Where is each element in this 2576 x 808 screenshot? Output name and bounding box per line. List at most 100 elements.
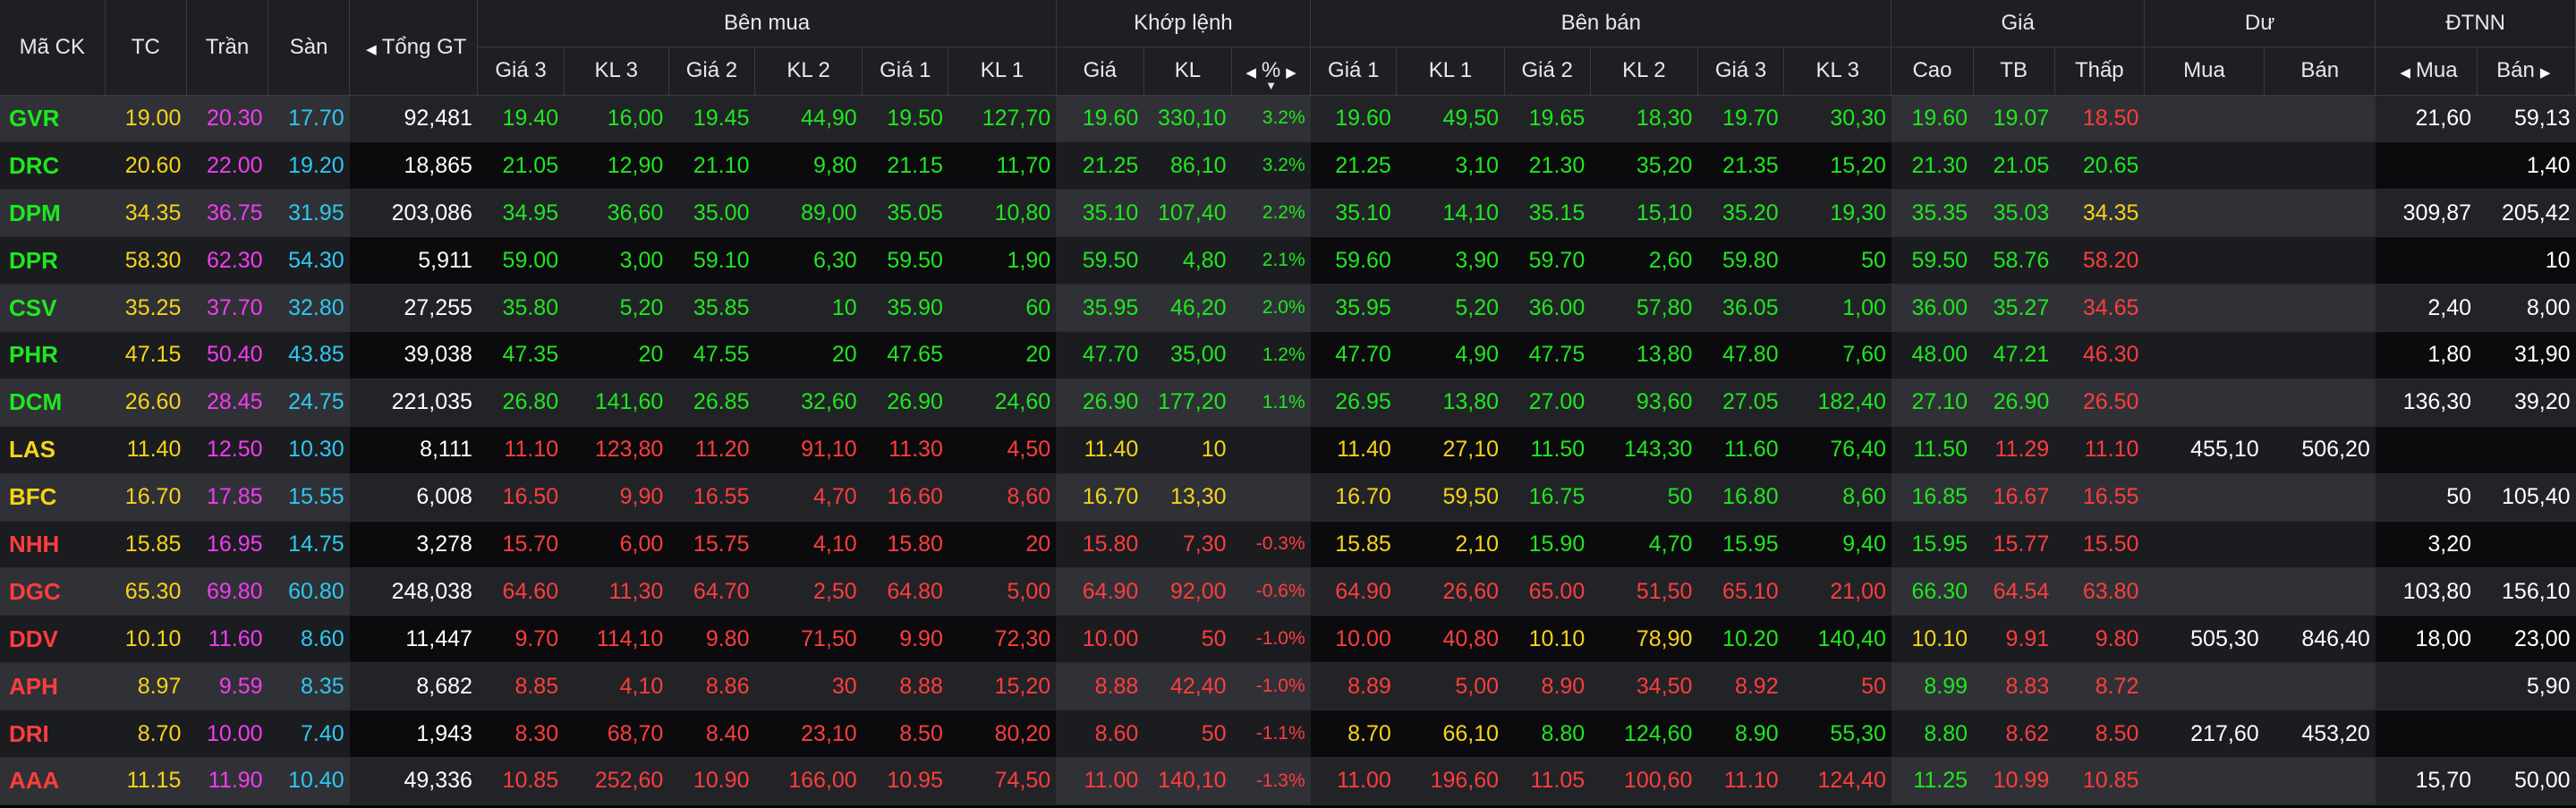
cell-symbol[interactable]: AAA bbox=[0, 757, 106, 805]
cell-symbol[interactable]: APH bbox=[0, 662, 106, 711]
cell-tran: 69.80 bbox=[186, 567, 268, 617]
col-khop-kl-header[interactable]: KL bbox=[1143, 47, 1233, 96]
cell-symbol[interactable]: DDV bbox=[0, 615, 106, 664]
col-mua-gia3-header[interactable]: Giá 3 bbox=[477, 47, 565, 96]
table-row[interactable]: DRC 20.60 22.00 19.20 18,865 21.05 12,90 21.10 9… bbox=[0, 141, 2576, 191]
cell-symbol[interactable]: DRC bbox=[0, 141, 106, 191]
col-khop-gia-header[interactable]: Giá bbox=[1056, 47, 1144, 96]
cell-symbol[interactable]: GVR bbox=[0, 95, 106, 143]
table-row[interactable]: CSV 35.25 37.70 32.80 27,255 35.80 5,20 35.85 10… bbox=[0, 284, 2576, 332]
table-row[interactable]: DRI 8.70 10.00 7.40 1,943 8.30 68,70 8.40 23,10 8… bbox=[0, 710, 2576, 758]
cell-ban-gia3: 10.20 bbox=[1697, 615, 1784, 664]
col-san-header[interactable]: Sàn bbox=[268, 0, 351, 96]
caret-left-icon[interactable]: ◀ bbox=[366, 41, 377, 57]
cell-symbol[interactable]: DGC bbox=[0, 567, 106, 617]
table-row[interactable]: LAS 11.40 12.50 10.30 8,111 11.10 123,80 11.20 9… bbox=[0, 426, 2576, 474]
col-ban-kl3-header[interactable]: KL 3 bbox=[1783, 47, 1892, 96]
table-row[interactable]: NHH 15.85 16.95 14.75 3,278 15.70 6,00 15.75 4,1… bbox=[0, 521, 2576, 569]
cell-symbol[interactable]: CSV bbox=[0, 284, 106, 332]
col-tong-gt-header[interactable]: ◀ Tổng GT bbox=[349, 0, 479, 96]
col-du-mua-header[interactable]: Mua bbox=[2144, 47, 2266, 96]
cell-ban-kl2: 18,30 bbox=[1590, 95, 1698, 143]
cell-thap: 8.50 bbox=[2054, 710, 2145, 758]
col-tb-header[interactable]: TB bbox=[1973, 47, 2055, 96]
cell-nn-mua bbox=[2375, 662, 2478, 711]
cell-ban-kl2: 4,70 bbox=[1590, 521, 1698, 569]
caret-left-icon[interactable]: ◀ bbox=[1245, 65, 1256, 81]
table-row[interactable]: DGC 65.30 69.80 60.80 248,038 64.60 11,30 64.70… bbox=[0, 567, 2576, 617]
table-row[interactable]: AAA 11.15 11.90 10.40 49,336 10.85 252,60 10.90… bbox=[0, 757, 2576, 805]
cell-mua-kl3: 36,60 bbox=[564, 189, 669, 238]
cell-symbol[interactable]: DPM bbox=[0, 189, 106, 238]
cell-khop-gia: 35.95 bbox=[1056, 284, 1144, 332]
col-tc-header[interactable]: TC bbox=[105, 0, 187, 96]
caret-left-icon[interactable]: ◀ bbox=[2400, 65, 2410, 81]
col-ban-kl2-header[interactable]: KL 2 bbox=[1590, 47, 1698, 96]
cell-symbol[interactable]: LAS bbox=[0, 426, 106, 474]
cell-symbol[interactable]: BFC bbox=[0, 473, 106, 522]
cell-ban-kl2: 50 bbox=[1590, 473, 1698, 522]
col-mua-kl2-header[interactable]: KL 2 bbox=[754, 47, 863, 96]
cell-ban-gia3: 36.05 bbox=[1697, 284, 1784, 332]
col-ban-gia1-header[interactable]: Giá 1 bbox=[1310, 47, 1398, 96]
table-row[interactable]: DPM 34.35 36.75 31.95 203,086 34.95 36,60 35.00… bbox=[0, 189, 2576, 238]
table-row[interactable]: APH 8.97 9.59 8.35 8,682 8.85 4,10 8.86 30 8.88 15… bbox=[0, 662, 2576, 711]
cell-san: 15.55 bbox=[268, 473, 350, 522]
col-mua-gia1-header[interactable]: Giá 1 bbox=[862, 47, 949, 96]
col-ban-kl1-header[interactable]: KL 1 bbox=[1396, 47, 1505, 96]
cell-san: 24.75 bbox=[268, 378, 350, 427]
col-mua-kl3-header[interactable]: KL 3 bbox=[564, 47, 669, 96]
cell-mua-kl2: 9,80 bbox=[754, 141, 863, 191]
cell-ban-kl3: 76,40 bbox=[1783, 426, 1892, 474]
col-tran-header[interactable]: Trần bbox=[186, 0, 269, 96]
cell-nn-ban: 39,20 bbox=[2477, 378, 2576, 427]
col-ban-gia3-header[interactable]: Giá 3 bbox=[1697, 47, 1785, 96]
cell-symbol[interactable]: NHH bbox=[0, 521, 106, 569]
caret-right-icon[interactable]: ▶ bbox=[1286, 65, 1297, 81]
cell-ban-gia1: 10.00 bbox=[1310, 615, 1397, 664]
cell-mua-gia3: 26.80 bbox=[477, 378, 565, 427]
table-row[interactable]: DPR 58.30 62.30 54.30 5,911 59.00 3,00 59.10 6,3… bbox=[0, 236, 2576, 285]
cell-thap: 9.80 bbox=[2054, 615, 2145, 664]
cell-symbol[interactable]: PHR bbox=[0, 331, 106, 379]
cell-symbol[interactable]: DPR bbox=[0, 236, 106, 285]
cell-mua-gia1: 59.50 bbox=[862, 236, 948, 285]
cell-ban-gia1: 11.40 bbox=[1310, 426, 1397, 474]
cell-khop-kl: 86,10 bbox=[1143, 141, 1232, 191]
cell-nn-mua: 50 bbox=[2375, 473, 2478, 522]
cell-mua-gia1: 21.15 bbox=[862, 141, 948, 191]
col-nn-mua-header[interactable]: ◀ Mua bbox=[2375, 47, 2478, 96]
sort-down-icon[interactable]: ▼ bbox=[1265, 78, 1278, 92]
caret-right-icon[interactable]: ▶ bbox=[2539, 65, 2551, 81]
cell-symbol[interactable]: DCM bbox=[0, 378, 106, 427]
table-row[interactable]: PHR 47.15 50.40 43.85 39,038 47.35 20 47.55 20 47… bbox=[0, 331, 2576, 379]
col-thap-header[interactable]: Thấp bbox=[2054, 47, 2145, 96]
cell-mua-kl3: 114,10 bbox=[564, 615, 669, 664]
col-ban-gia2-header[interactable]: Giá 2 bbox=[1504, 47, 1591, 96]
cell-ban-gia2: 65.00 bbox=[1504, 567, 1591, 617]
col-mua-kl1-header[interactable]: KL 1 bbox=[948, 47, 1057, 96]
cell-mua-gia1: 19.50 bbox=[862, 95, 948, 143]
col-pct-header[interactable]: ◀% ▶ ▼ bbox=[1231, 47, 1312, 96]
cell-ban-gia3: 35.20 bbox=[1697, 189, 1784, 238]
cell-san: 32.80 bbox=[268, 284, 350, 332]
cell-nn-ban: 205,42 bbox=[2477, 189, 2576, 238]
cell-ban-kl2: 51,50 bbox=[1590, 567, 1698, 617]
col-nn-ban-header[interactable]: Bán ▶ bbox=[2477, 47, 2576, 96]
cell-du-mua bbox=[2144, 95, 2265, 143]
col-cao-header[interactable]: Cao bbox=[1891, 47, 1974, 96]
cell-tong-gt: 27,255 bbox=[349, 284, 478, 332]
cell-symbol[interactable]: DRI bbox=[0, 710, 106, 758]
table-row[interactable]: DCM 26.60 28.45 24.75 221,035 26.80 141,60 26.8… bbox=[0, 378, 2576, 427]
table-row[interactable]: BFC 16.70 17.85 15.55 6,008 16.50 9,90 16.55 4,7… bbox=[0, 473, 2576, 522]
col-mua-gia2-header[interactable]: Giá 2 bbox=[668, 47, 755, 96]
table-row[interactable]: DDV 10.10 11.60 8.60 11,447 9.70 114,10 9.80 71,… bbox=[0, 615, 2576, 664]
cell-tran: 10.00 bbox=[186, 710, 268, 758]
col-du-ban-header[interactable]: Bán bbox=[2264, 47, 2376, 96]
cell-du-ban bbox=[2264, 378, 2376, 427]
table-row[interactable]: GVR 19.00 20.30 17.70 92,481 19.40 16,00 19.45 4… bbox=[0, 95, 2576, 143]
cell-tong-gt: 248,038 bbox=[349, 567, 478, 617]
cell-tong-gt: 92,481 bbox=[349, 95, 478, 143]
cell-ban-gia3: 15.95 bbox=[1697, 521, 1784, 569]
col-symbol-header[interactable]: Mã CK bbox=[0, 0, 106, 96]
